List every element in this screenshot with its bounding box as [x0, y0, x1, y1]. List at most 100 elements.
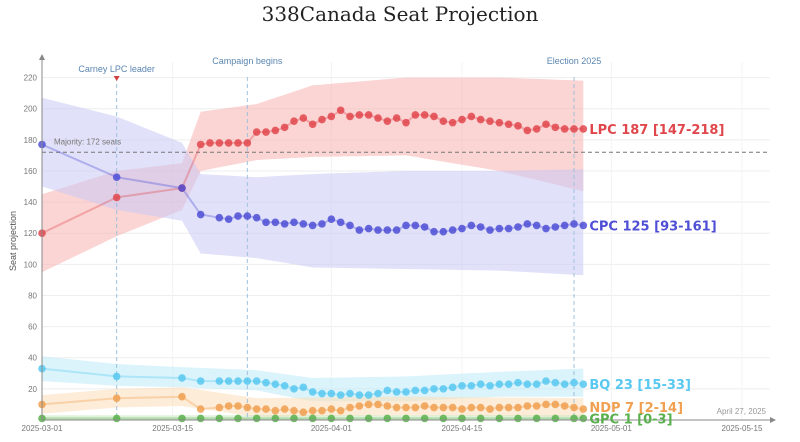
point-ndp: [374, 400, 382, 409]
point-lpc: [308, 120, 317, 129]
point-gpc: [234, 414, 242, 423]
point-bq: [271, 380, 280, 389]
x-axis-arrow: [770, 417, 776, 423]
y-tick-label: 40: [28, 354, 37, 363]
point-bq: [476, 380, 485, 389]
point-bq: [280, 381, 289, 390]
point-lpc: [532, 125, 541, 133]
point-bq: [420, 386, 429, 395]
band-bq: [42, 356, 584, 402]
point-bq: [411, 386, 420, 395]
point-bq: [346, 389, 354, 398]
point-ndp: [420, 402, 429, 410]
point-bq: [215, 377, 224, 385]
point-gpc: [514, 414, 522, 423]
point-cpc: [346, 221, 354, 230]
point-ndp: [392, 403, 401, 412]
y-tick-label: 160: [24, 167, 38, 176]
point-ndp: [514, 403, 522, 412]
point-ndp: [411, 403, 420, 412]
point-bq: [504, 380, 513, 389]
y-tick-label: 20: [28, 385, 37, 394]
y-tick-label: 80: [28, 291, 37, 300]
point-cpc: [458, 224, 466, 233]
point-gpc: [439, 414, 448, 423]
point-lpc: [383, 117, 392, 125]
point-ndp: [439, 403, 448, 412]
point-cpc: [542, 224, 550, 233]
y-tick-label: 220: [24, 74, 38, 83]
end-label-ndp: NDP 7 [2-14]: [589, 401, 683, 416]
point-cpc: [383, 226, 392, 234]
point-bq: [514, 378, 522, 387]
band-lpc: [42, 77, 584, 273]
y-tick-label: 180: [24, 136, 38, 145]
point-gpc: [402, 414, 410, 423]
band-ndp: [42, 387, 584, 417]
point-lpc: [112, 193, 121, 202]
point-cpc: [570, 220, 578, 228]
point-gpc: [196, 414, 205, 423]
point-ndp: [178, 392, 186, 401]
point-bq: [290, 385, 298, 393]
point-cpc: [411, 221, 420, 230]
x-tick-label: 2025-04-15: [442, 424, 483, 433]
point-lpc: [551, 123, 560, 132]
axes: 20 40 60 80 100 120 140 160 180 200 220 2025-03-01 2…: [8, 54, 776, 433]
point-cpc: [112, 173, 121, 181]
point-cpc: [504, 224, 513, 233]
point-bq: [112, 372, 121, 381]
end-label-bq: BQ 23 [15-33]: [589, 378, 691, 393]
point-lpc: [458, 115, 466, 124]
point-lpc: [271, 126, 280, 135]
point-gpc: [579, 414, 588, 423]
point-bq: [570, 378, 578, 387]
point-bq: [495, 380, 504, 389]
y-tick-label: 60: [28, 323, 37, 332]
point-ndp: [308, 406, 317, 415]
point-lpc: [420, 111, 429, 119]
point-cpc: [215, 213, 224, 222]
point-cpc: [290, 218, 298, 227]
point-gpc: [252, 414, 261, 423]
point-lpc: [262, 128, 270, 136]
point-ndp: [542, 400, 550, 409]
point-bq: [374, 389, 382, 398]
point-cpc: [579, 221, 588, 230]
point-bq: [430, 385, 438, 393]
point-bq: [336, 391, 345, 399]
point-ndp: [346, 403, 354, 412]
point-ndp: [355, 402, 364, 410]
point-bq: [532, 380, 541, 389]
point-ndp: [523, 402, 532, 410]
point-lpc: [280, 123, 289, 132]
point-ndp: [402, 403, 410, 412]
point-ndp: [476, 403, 485, 412]
point-bq: [560, 380, 569, 389]
point-ndp: [243, 403, 252, 412]
point-bq: [262, 378, 270, 387]
point-lpc: [364, 111, 373, 119]
point-ndp: [383, 402, 392, 410]
point-ndp: [467, 403, 476, 412]
point-ndp: [570, 403, 578, 412]
point-gpc: [364, 414, 373, 423]
point-ndp: [299, 408, 308, 417]
point-bq: [243, 377, 252, 385]
point-cpc: [234, 212, 242, 220]
point-cpc: [374, 226, 382, 234]
x-tick-label: 2025-03-15: [152, 424, 193, 433]
point-ndp: [290, 406, 298, 415]
point-cpc: [420, 223, 429, 231]
point-cpc: [448, 226, 457, 234]
point-cpc: [532, 221, 541, 230]
point-ndp: [318, 406, 326, 415]
point-gpc: [551, 414, 560, 423]
point-ndp: [486, 405, 494, 413]
point-cpc: [308, 221, 317, 230]
point-ndp: [252, 405, 261, 413]
y-axis-arrow: [39, 54, 45, 60]
point-bq: [458, 381, 466, 390]
point-lpc: [467, 112, 476, 121]
point-lpc: [206, 139, 214, 147]
